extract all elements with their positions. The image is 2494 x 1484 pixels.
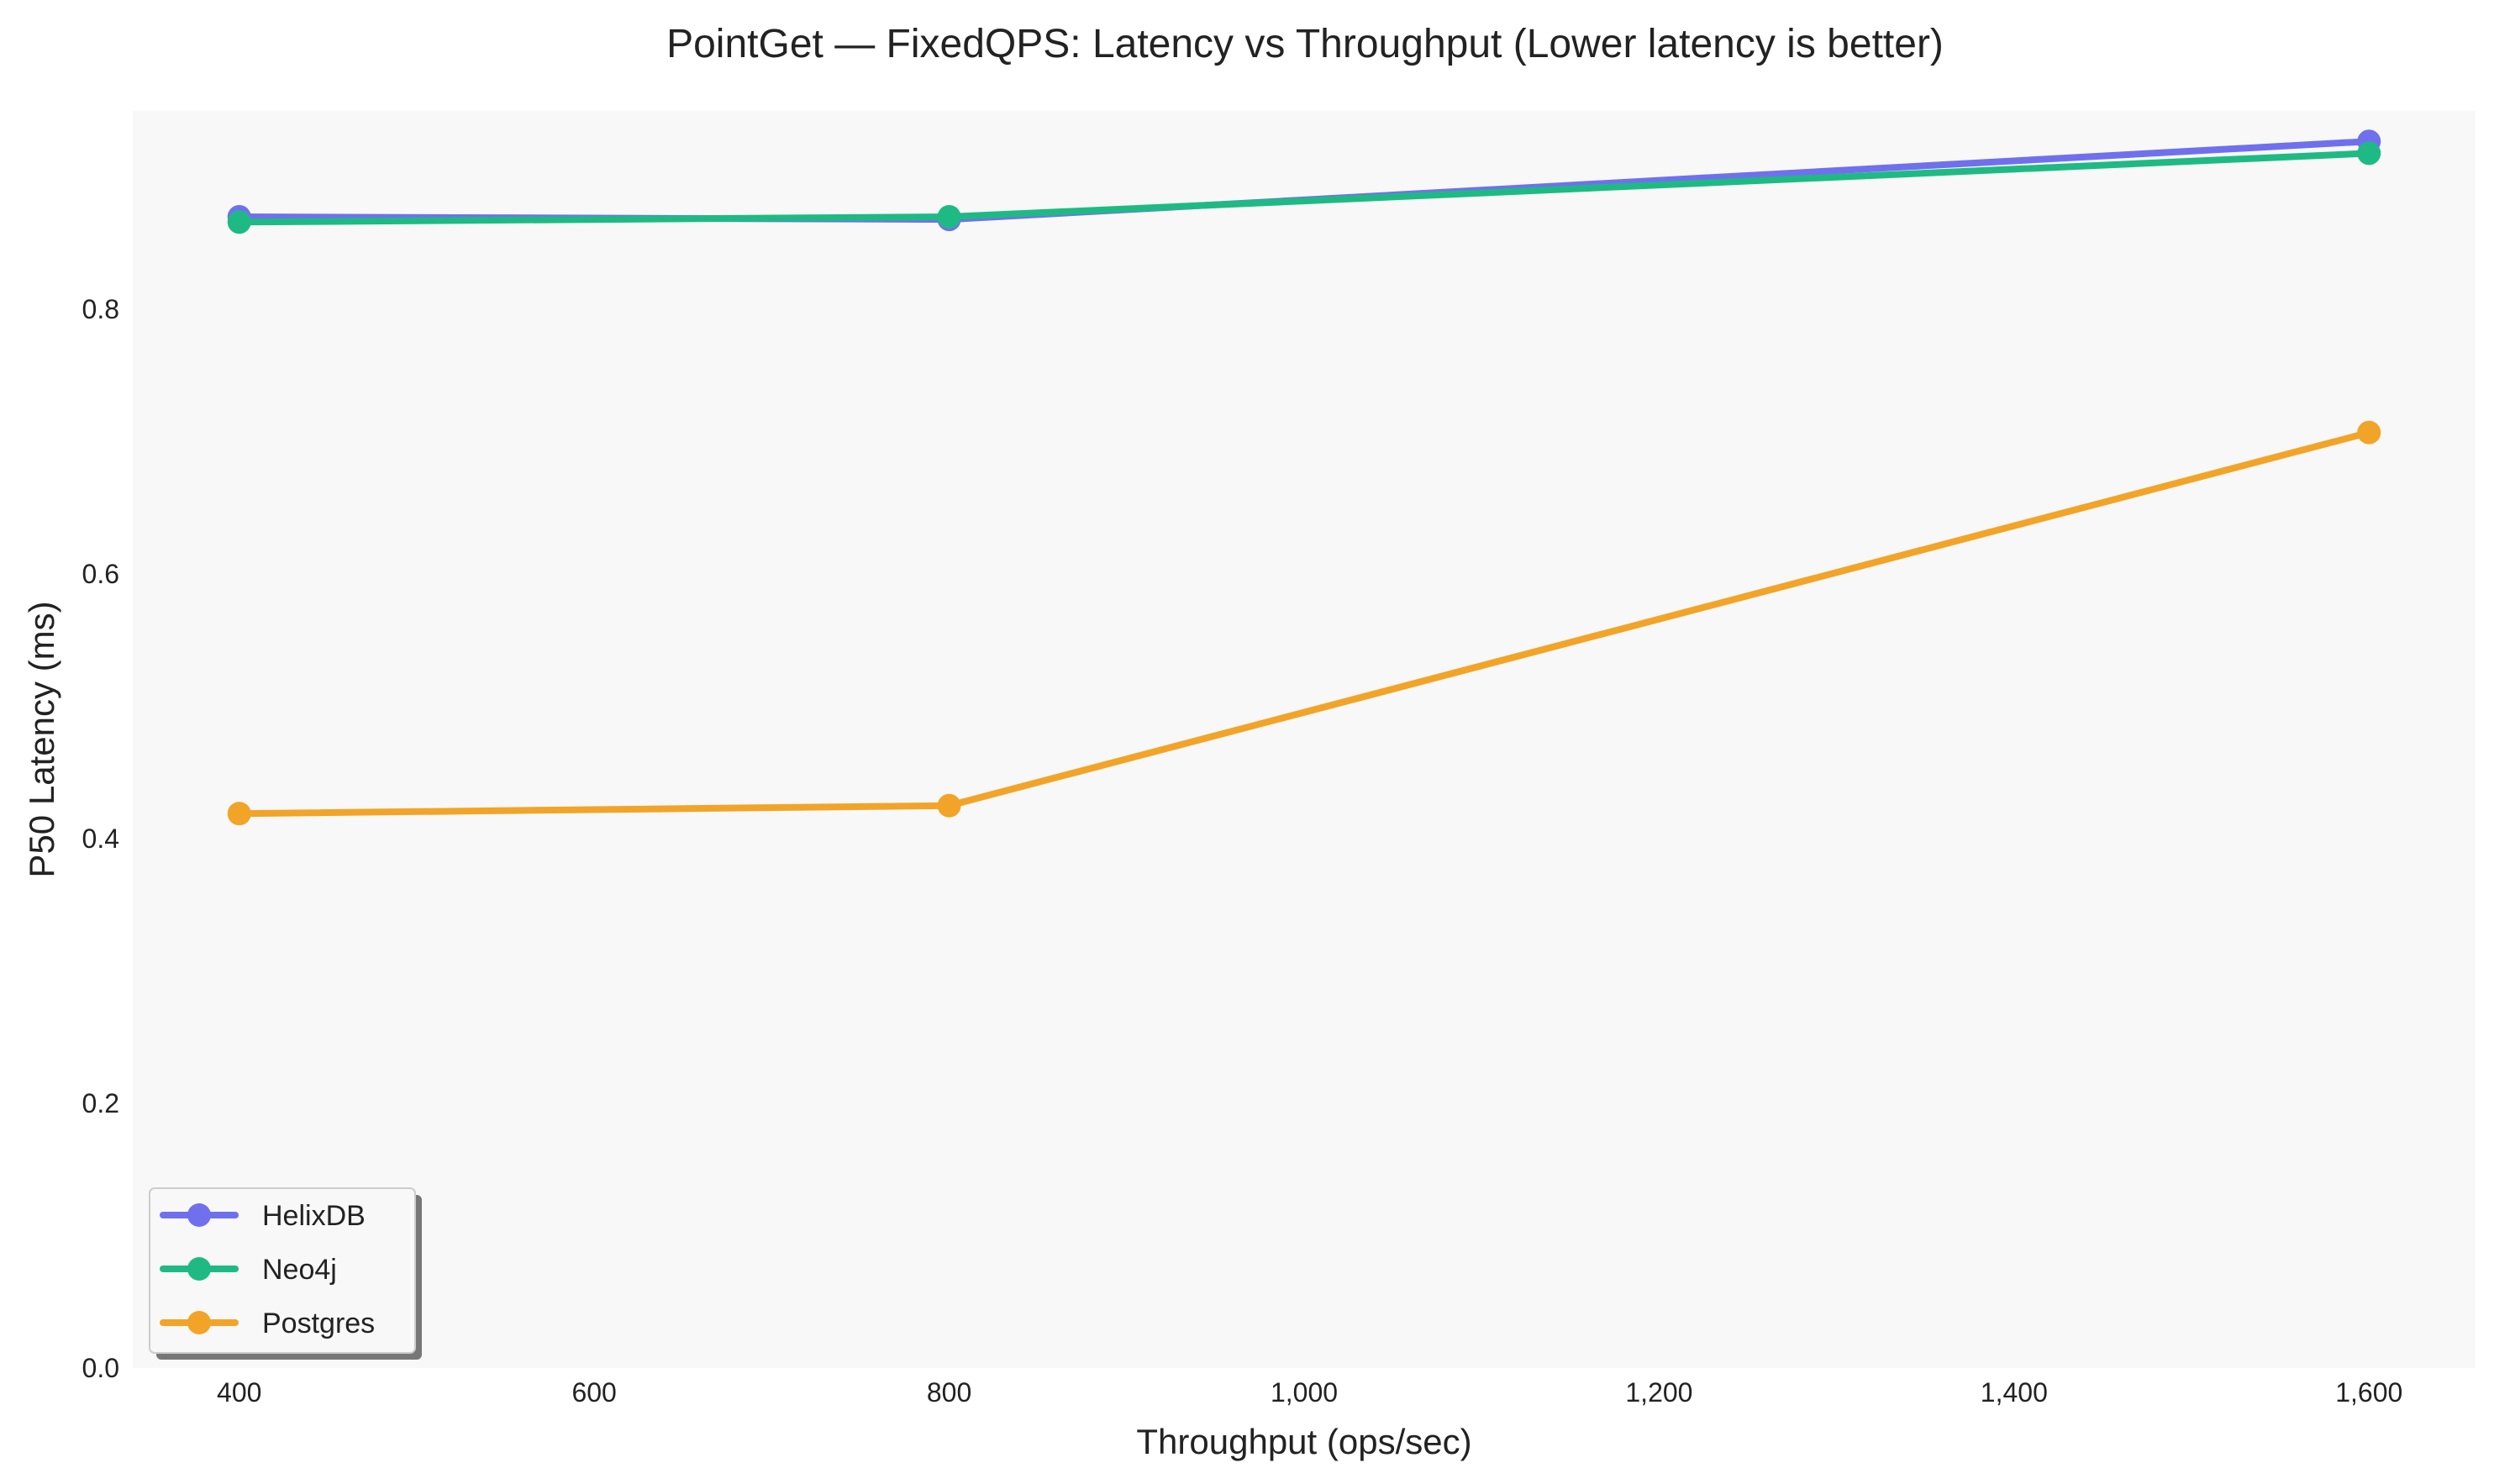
x-tick-labels: 400 600 800 1,000 1,200 1,400 1,600 — [217, 1377, 2402, 1408]
legend-marker-neo4j — [187, 1257, 211, 1281]
x-tick-label: 1,200 — [1625, 1377, 1692, 1408]
legend-box — [149, 1187, 416, 1354]
y-tick-label: 0.6 — [82, 559, 119, 589]
x-tick-label: 800 — [927, 1377, 971, 1408]
x-tick-label: 1,600 — [2335, 1377, 2402, 1408]
y-tick-label: 0.2 — [82, 1088, 119, 1118]
legend-marker-postgres — [187, 1311, 211, 1334]
y-tick-label: 0.8 — [82, 294, 119, 324]
data-point-neo4j — [227, 210, 251, 234]
series-neo4j — [227, 141, 2381, 234]
data-point-postgres — [227, 802, 251, 826]
legend: HelixDB Neo4j Postgres — [149, 1187, 422, 1360]
series-postgres — [227, 420, 2381, 826]
data-point-neo4j — [937, 204, 961, 229]
legend-label-postgres: Postgres — [262, 1308, 375, 1339]
y-tick-label: 0.4 — [82, 824, 119, 854]
data-point-postgres — [937, 793, 961, 818]
x-tick-label: 400 — [217, 1377, 261, 1408]
data-point-postgres — [2357, 420, 2381, 445]
legend-item-neo4j: Neo4j — [160, 1254, 337, 1286]
legend-label-neo4j: Neo4j — [262, 1254, 337, 1286]
legend-item-helixdb: HelixDB — [160, 1200, 366, 1232]
x-tick-label: 1,000 — [1271, 1377, 1338, 1408]
series-layer — [227, 129, 2381, 826]
legend-items: HelixDB Neo4j Postgres — [160, 1200, 375, 1339]
y-tick-label: 0.0 — [82, 1353, 119, 1383]
legend-item-postgres: Postgres — [160, 1308, 375, 1339]
legend-marker-helixdb — [187, 1203, 211, 1227]
x-tick-label: 600 — [571, 1377, 616, 1408]
x-axis-label: Throughput (ops/sec) — [1136, 1422, 1471, 1461]
y-axis-label: P50 Latency (ms) — [22, 601, 61, 877]
chart-title: PointGet — FixedQPS: Latency vs Throughp… — [666, 22, 1944, 66]
data-point-neo4j — [2357, 141, 2381, 166]
plot-background — [133, 111, 2476, 1368]
x-tick-label: 1,400 — [1981, 1377, 2048, 1408]
legend-label-helixdb: HelixDB — [262, 1200, 366, 1232]
y-tick-labels: 0.0 0.2 0.4 0.6 0.8 — [82, 294, 119, 1383]
